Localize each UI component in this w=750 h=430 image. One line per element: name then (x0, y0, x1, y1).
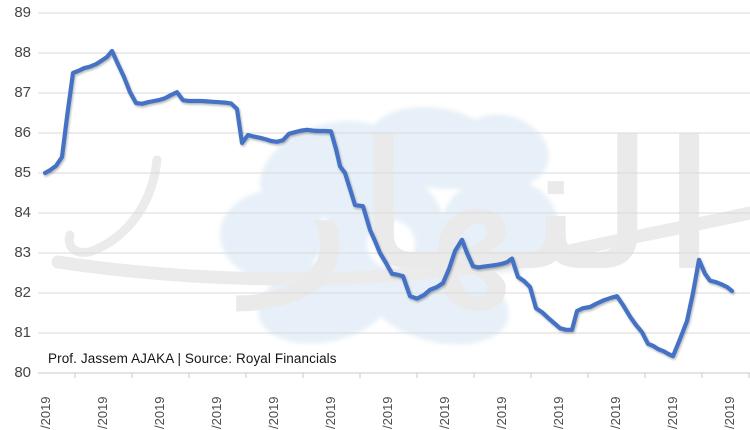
x-axis (17, 373, 750, 378)
y-axis-label: 87 (14, 84, 31, 101)
y-axis-label: 84 (14, 204, 31, 221)
x-axis-label: /2019 (551, 396, 566, 429)
price-line (42, 48, 735, 359)
y-axis-label: 81 (14, 324, 31, 341)
x-axis-label: /2019 (209, 396, 224, 429)
x-axis-label: /2019 (323, 396, 338, 429)
y-axis-label: 89 (14, 4, 31, 21)
y-axis-label: 86 (14, 124, 31, 141)
x-axis-label: /2019 (437, 396, 452, 429)
x-axis-label: /2019 (152, 396, 167, 429)
x-axis-label: /2019 (608, 396, 623, 429)
y-axis-label: 82 (14, 284, 31, 301)
y-axis-label: 80 (14, 364, 31, 381)
gridlines (38, 12, 750, 374)
y-axis-label: 88 (14, 44, 31, 61)
x-axis-label: /2019 (380, 396, 395, 429)
x-axis-label: /2019 (38, 396, 53, 429)
watermark-flower (220, 106, 558, 345)
x-axis-label: /2019 (494, 396, 509, 429)
attribution-text: Prof. Jassem AJAKA | Source: Royal Finan… (48, 351, 337, 366)
y-axis-label: 83 (14, 244, 31, 261)
y-axis-label: 85 (14, 164, 31, 181)
x-axis-label: /2019 (266, 396, 281, 429)
x-axis-label: /2019 (95, 396, 110, 429)
x-axis-label: /2019 (665, 396, 680, 429)
x-axis-label: /2019 (722, 396, 737, 429)
